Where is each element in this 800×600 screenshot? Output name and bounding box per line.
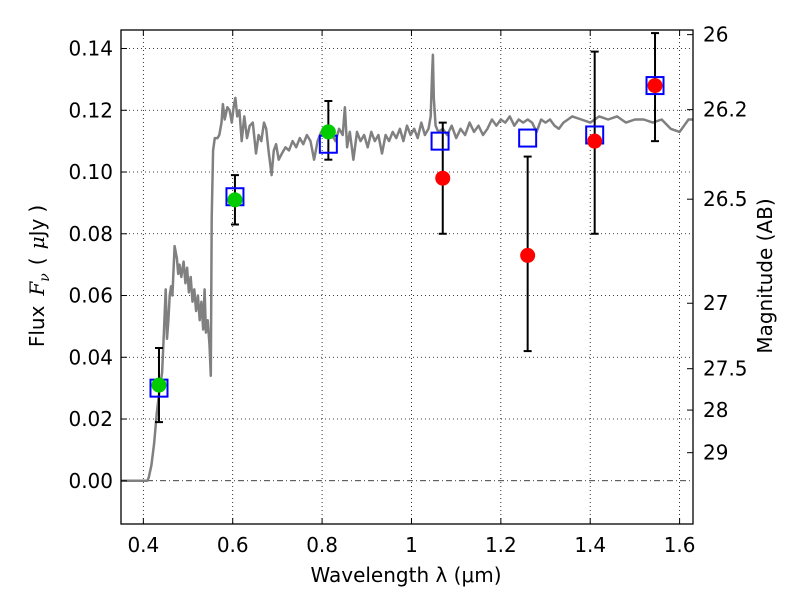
y2-tick-label: 26.2: [703, 98, 748, 122]
y2-tick-label: 29: [703, 441, 728, 465]
y-tick-label: 0.12: [68, 98, 113, 122]
y2-tick-label: 27.5: [703, 357, 748, 381]
model-square: [518, 128, 538, 148]
y2-tick-label: 26: [703, 23, 728, 47]
y-tick-label: 0.02: [68, 407, 113, 431]
observed-point: [647, 78, 663, 94]
observed-point: [151, 377, 167, 393]
y2-tick-label: 26.5: [703, 187, 748, 211]
grid-lines: [121, 30, 693, 524]
y-tick-label: 0.00: [68, 469, 113, 493]
y-tick-label: 0.04: [68, 345, 113, 369]
y-axis-label-unit-close: ): [25, 205, 49, 213]
observed-points: [151, 78, 663, 393]
y-axis-label-prefix: Flux: [25, 305, 49, 347]
y-tick-label: 0.10: [68, 160, 113, 184]
x-tick-label: 0.6: [217, 533, 249, 557]
x-tick-label: 1.6: [664, 533, 696, 557]
x-tick-label: 0.4: [127, 533, 159, 557]
y-tick-label: 0.08: [68, 222, 113, 246]
observed-point: [520, 247, 536, 263]
observed-point: [435, 170, 451, 186]
observed-point: [587, 133, 603, 149]
y2-tick-labels: 26 26.2 26.5 27 27.5 28 29: [703, 23, 748, 465]
x-tick-label: 0.8: [306, 533, 338, 557]
y2-axis-label: Magnitude (AB): [753, 198, 777, 353]
x-tick-label: 1: [405, 533, 418, 557]
y-axis-label-subscript: ν: [37, 273, 53, 282]
model-square: [645, 76, 665, 96]
y-tick-label: 0.14: [68, 37, 113, 61]
error-bars: [154, 32, 660, 424]
y-axis-label-unit-text: Jy: [25, 218, 49, 238]
y-axis-label-symbol: F: [25, 281, 49, 297]
y-tick-label: 0.06: [68, 284, 113, 308]
observed-point: [320, 124, 336, 140]
y-axis-label-unit-open: (: [25, 257, 49, 265]
x-tick-labels: 0.4 0.6 0.8 1 1.2 1.4 1.6: [127, 533, 695, 557]
y2-tick-label: 28: [703, 398, 728, 422]
model-square: [430, 131, 450, 151]
model-spectrum-line: [121, 53, 693, 483]
x-axis-label: Wavelength λ (μm): [310, 563, 501, 587]
plot-frame: [120, 29, 694, 525]
y-axis-label: Flux Fν ( μJy): [25, 205, 53, 347]
observed-point: [227, 192, 243, 208]
x-tick-label: 1.4: [574, 533, 606, 557]
y-tick-labels: 0.00 0.02 0.04 0.06 0.08 0.10 0.12 0.14: [68, 37, 113, 493]
y-axis-label-unit-mu: μ: [25, 236, 49, 249]
y2-tick-label: 27: [703, 291, 728, 315]
axis-ticks: [121, 30, 693, 524]
x-tick-label: 1.2: [485, 533, 517, 557]
